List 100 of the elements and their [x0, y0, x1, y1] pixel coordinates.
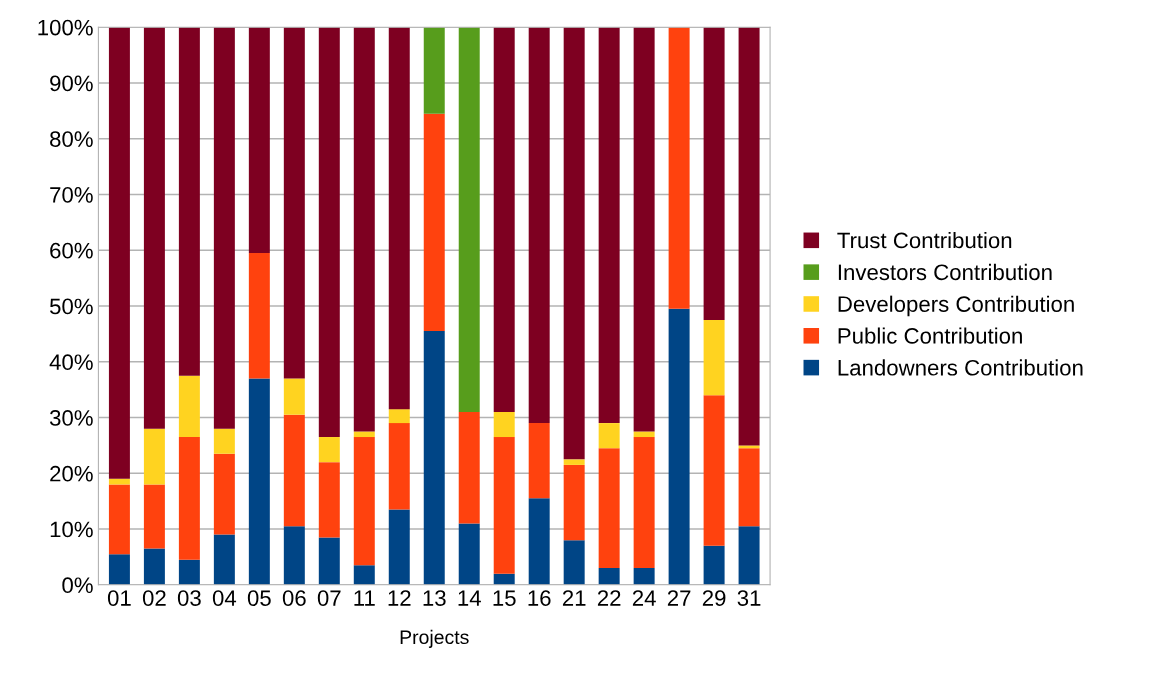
bar — [563, 27, 585, 460]
bar — [353, 437, 375, 566]
legend-label: Investors Contribution — [838, 263, 1052, 281]
bar — [458, 523, 480, 585]
bar — [423, 331, 445, 585]
bar — [108, 484, 130, 555]
legend-label: Public Contribution — [838, 327, 1022, 344]
bar — [283, 414, 305, 527]
bar — [668, 27, 690, 309]
x-tick-label: 01 — [107, 590, 131, 606]
bar — [213, 453, 235, 535]
y-tick-label: 0% — [62, 577, 93, 594]
x-axis-title: Projects — [400, 629, 469, 648]
bar — [738, 27, 760, 446]
bar — [388, 509, 410, 585]
bar — [633, 27, 655, 432]
bar — [353, 431, 375, 438]
y-tick-label: 90% — [50, 75, 93, 92]
bar — [528, 498, 550, 585]
x-tick-label: 14 — [458, 590, 481, 606]
bar — [598, 448, 620, 569]
bar — [178, 375, 200, 438]
bar — [143, 27, 165, 429]
bar — [633, 568, 655, 585]
bar — [283, 526, 305, 585]
y-tick-label: 20% — [50, 465, 93, 482]
bar — [493, 437, 515, 574]
bar — [563, 464, 585, 541]
bar — [143, 428, 165, 485]
x-tick-label: 13 — [423, 590, 446, 606]
bar — [318, 537, 340, 585]
bar — [283, 27, 305, 379]
bar — [318, 462, 340, 538]
x-tick-label: 21 — [562, 590, 586, 606]
bar — [178, 27, 200, 376]
bar — [318, 437, 340, 463]
bar — [563, 540, 585, 585]
x-tick-label: 27 — [667, 590, 691, 606]
y-tick-label: 10% — [50, 521, 93, 538]
bar — [493, 27, 515, 412]
x-tick-label: 22 — [597, 590, 621, 606]
bar — [108, 478, 130, 485]
y-tick-label: 40% — [49, 354, 93, 371]
bar — [248, 27, 270, 254]
bar — [738, 445, 760, 449]
x-tick-label: 04 — [212, 590, 237, 606]
bar — [143, 484, 165, 549]
bar — [108, 554, 130, 585]
bar — [493, 573, 515, 585]
x-tick-label: 12 — [388, 590, 411, 606]
y-tick-label: 70% — [50, 187, 93, 203]
x-tick-label: 31 — [737, 590, 761, 606]
x-tick-label: 29 — [702, 590, 726, 606]
bar — [143, 548, 165, 585]
bar — [493, 411, 515, 438]
bar — [423, 27, 445, 114]
y-tick-label: 60% — [50, 242, 93, 259]
bar — [563, 459, 585, 465]
bar — [703, 319, 725, 396]
x-tick-label: 07 — [317, 590, 341, 606]
x-tick-label: 11 — [354, 590, 375, 606]
x-tick-label: 03 — [177, 590, 201, 606]
bar — [388, 423, 410, 510]
bar — [248, 253, 270, 379]
y-tick-label: 80% — [50, 131, 93, 147]
legend-label: Trust Contribution — [837, 231, 1012, 249]
bar — [633, 437, 655, 569]
bar — [213, 534, 235, 585]
y-tick-label: 50% — [49, 298, 93, 315]
x-tick-label: 24 — [632, 590, 656, 606]
bar — [108, 27, 130, 479]
bar — [738, 526, 760, 585]
bar — [668, 308, 690, 585]
bar — [283, 378, 305, 415]
bar — [388, 27, 410, 410]
bar — [598, 568, 620, 585]
bar — [633, 431, 655, 438]
bar — [703, 545, 725, 585]
legend-label: Landowners Contribution — [838, 359, 1083, 376]
bar — [388, 409, 410, 424]
bar — [458, 27, 480, 412]
legend-label: Developers Contribution — [838, 295, 1074, 317]
bar — [213, 27, 235, 429]
x-tick-label: 15 — [493, 590, 516, 606]
x-tick-label: 02 — [142, 590, 166, 606]
bar — [528, 27, 550, 424]
bar — [703, 395, 725, 546]
y-tick-label: 30% — [49, 410, 93, 426]
bar — [703, 27, 725, 320]
x-tick-label: 16 — [528, 590, 551, 606]
bar — [738, 448, 760, 527]
bar — [598, 27, 620, 424]
bar — [528, 423, 550, 499]
bar — [318, 27, 340, 438]
bar — [423, 113, 445, 332]
bar — [598, 423, 620, 449]
bar — [178, 437, 200, 560]
bar — [353, 565, 375, 585]
x-tick-label: 06 — [282, 590, 306, 606]
bar — [248, 378, 270, 585]
